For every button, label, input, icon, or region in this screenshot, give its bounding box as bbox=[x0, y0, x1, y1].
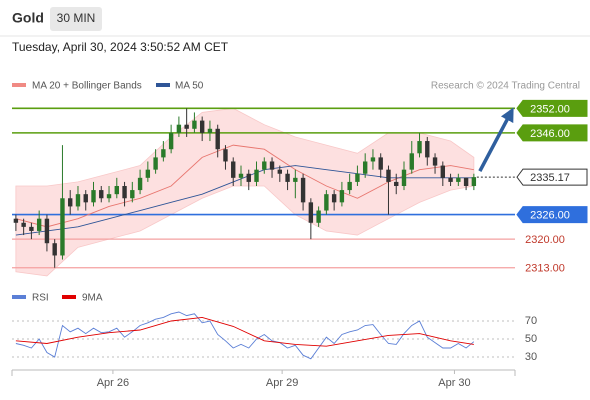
candle-body bbox=[137, 177, 143, 191]
legend-swatch bbox=[12, 295, 26, 299]
candle-body bbox=[29, 226, 34, 231]
candle-body bbox=[355, 173, 360, 182]
candle-body bbox=[91, 190, 96, 203]
rsi-tick-label: 70 bbox=[525, 315, 537, 327]
x-tick-label: Apr 30 bbox=[438, 377, 470, 389]
legend-entry: MA 50 bbox=[175, 81, 204, 92]
candle-body bbox=[409, 153, 414, 170]
candle-body bbox=[215, 128, 220, 150]
interval-label[interactable]: 30 MIN bbox=[57, 11, 96, 25]
candle-body bbox=[176, 124, 182, 133]
candle-body bbox=[106, 194, 112, 199]
interval-button[interactable] bbox=[50, 7, 102, 31]
candle-body bbox=[161, 149, 166, 158]
legend-entry: MA 20 + Bollinger Bands bbox=[32, 81, 142, 92]
candle-body bbox=[285, 173, 290, 182]
candle-body bbox=[223, 149, 228, 162]
candle-body bbox=[21, 222, 26, 227]
candle-body bbox=[246, 173, 251, 182]
candle-body bbox=[68, 198, 73, 207]
candle-body bbox=[262, 161, 267, 170]
level-label: 2352.00 bbox=[530, 103, 570, 115]
x-tick-label: Apr 29 bbox=[266, 377, 298, 389]
legend-swatch bbox=[12, 83, 26, 87]
rsi-tick-label: 50 bbox=[525, 333, 537, 345]
candle-body bbox=[122, 186, 127, 199]
rsi-tick-label: 30 bbox=[525, 351, 537, 363]
candle-body bbox=[60, 198, 65, 256]
level-tag bbox=[516, 99, 588, 117]
candle-body bbox=[114, 186, 119, 195]
timestamp: Tuesday, April 30, 2024 3:50:52 AM CET bbox=[12, 40, 229, 54]
candle-body bbox=[238, 173, 244, 178]
candle-body bbox=[153, 157, 158, 170]
candle-body bbox=[75, 194, 81, 207]
candle-body bbox=[308, 202, 314, 223]
legend-entry: 9MA bbox=[82, 293, 103, 304]
rsi-line bbox=[15, 316, 474, 347]
legend-entry: RSI bbox=[32, 293, 49, 304]
candle-body bbox=[13, 218, 19, 223]
candle-body bbox=[386, 169, 391, 182]
level-label: 2335.17 bbox=[530, 172, 570, 184]
candle-body bbox=[471, 177, 477, 186]
candle-body bbox=[52, 243, 57, 256]
candle-body bbox=[378, 157, 383, 170]
candle-body bbox=[44, 218, 50, 244]
candle-body bbox=[456, 177, 461, 182]
level-tag bbox=[516, 206, 588, 224]
candle-body bbox=[362, 161, 368, 174]
candle-body bbox=[36, 218, 42, 231]
level-label: 2346.00 bbox=[530, 128, 570, 140]
candle-body bbox=[401, 169, 407, 186]
level-label: 2313.00 bbox=[525, 263, 565, 275]
instrument: Gold bbox=[12, 10, 44, 26]
candle-body bbox=[293, 177, 298, 182]
rsi-line bbox=[15, 311, 475, 360]
candle-body bbox=[231, 161, 236, 178]
level-tag bbox=[516, 124, 588, 142]
candle-body bbox=[339, 190, 345, 203]
candle-body bbox=[207, 128, 213, 133]
candle-body bbox=[277, 169, 283, 174]
candle-body bbox=[99, 190, 104, 199]
candle-body bbox=[316, 210, 321, 223]
candle-body bbox=[425, 141, 430, 158]
candle-body bbox=[463, 177, 469, 186]
candle-body bbox=[417, 141, 422, 154]
candle-body bbox=[432, 157, 438, 166]
candle-body bbox=[448, 177, 453, 182]
candle-body bbox=[192, 120, 197, 129]
candle-body bbox=[199, 120, 205, 133]
candle-body bbox=[130, 190, 135, 199]
candle-body bbox=[324, 194, 329, 211]
projection-arrow bbox=[478, 107, 514, 172]
candle-body bbox=[269, 161, 275, 170]
candle-body bbox=[331, 194, 337, 203]
level-tag bbox=[516, 168, 588, 186]
candle-body bbox=[370, 157, 376, 162]
level-label: 2326.00 bbox=[530, 210, 570, 222]
candle-body bbox=[83, 194, 88, 203]
candle-body bbox=[347, 181, 352, 191]
candle-body bbox=[440, 165, 446, 178]
candle-body bbox=[300, 177, 306, 203]
candle-body bbox=[254, 169, 259, 182]
candle-body bbox=[168, 132, 174, 150]
legend-swatch bbox=[156, 83, 170, 87]
candle-body bbox=[145, 169, 151, 178]
credit: Research © 2024 Trading Central bbox=[431, 81, 580, 92]
legend-swatch bbox=[62, 295, 76, 299]
x-tick-label: Apr 26 bbox=[97, 377, 129, 389]
level-label: 2320.00 bbox=[525, 234, 565, 246]
candle-body bbox=[394, 181, 399, 186]
candle-body bbox=[184, 124, 189, 129]
